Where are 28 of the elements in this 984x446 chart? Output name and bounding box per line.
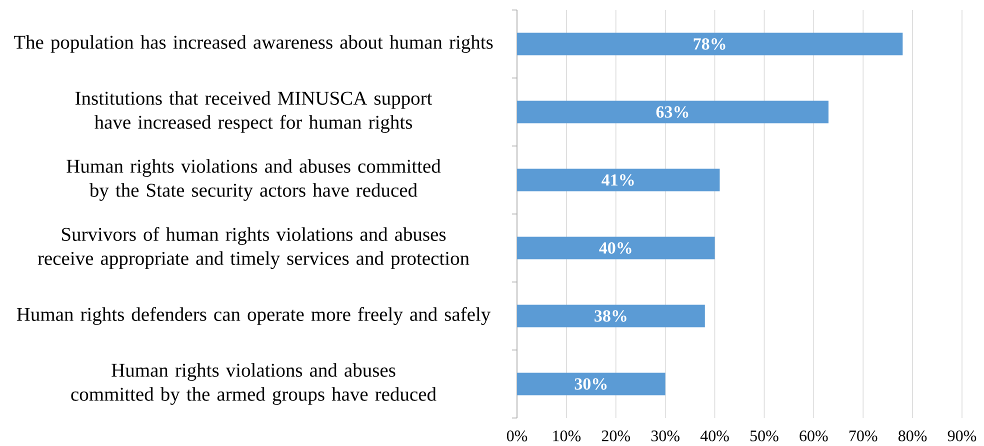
bar xyxy=(517,236,715,260)
x-tick-label: 10% xyxy=(553,430,581,442)
data-label: 40% xyxy=(599,242,632,254)
x-tick-label: 40% xyxy=(700,430,729,442)
y-tick-label: Survivors of human rights violations and abuses receive appropriate and timely services and protection xyxy=(38,227,470,269)
x-tick-label: 30% xyxy=(651,430,680,442)
bar xyxy=(517,168,720,192)
bar xyxy=(517,372,666,396)
data-label: 38% xyxy=(594,310,626,322)
y-tick-label: Human rights defenders can operate more freely and safely xyxy=(16,307,491,325)
y-tick-label: Human rights violations and abuses committed by the armed groups have reduced xyxy=(71,363,436,405)
x-tick-label: 20% xyxy=(602,430,630,442)
x-tick-label: 60% xyxy=(800,430,828,442)
x-tick-label: 80% xyxy=(898,430,927,442)
bar xyxy=(517,32,903,56)
bar xyxy=(517,100,828,124)
data-label: 41% xyxy=(602,174,634,186)
data-label: 63% xyxy=(656,106,688,118)
data-label: 78% xyxy=(694,38,726,50)
x-tick-label: 90% xyxy=(948,430,976,442)
x-tick-label: 0% xyxy=(506,430,528,442)
x-tick-label: 50% xyxy=(750,430,778,442)
bar xyxy=(517,304,705,328)
y-tick-label: Human rights violations and abuses committed by the State security actors have reduced xyxy=(66,159,441,201)
y-tick-label: The population has increased awareness about human rights xyxy=(14,35,493,53)
x-tick-label: 70% xyxy=(850,430,878,442)
data-label: 30% xyxy=(574,378,607,390)
y-tick-label: Institutions that received MINUSCA support have increased respect for human rights xyxy=(75,91,432,133)
